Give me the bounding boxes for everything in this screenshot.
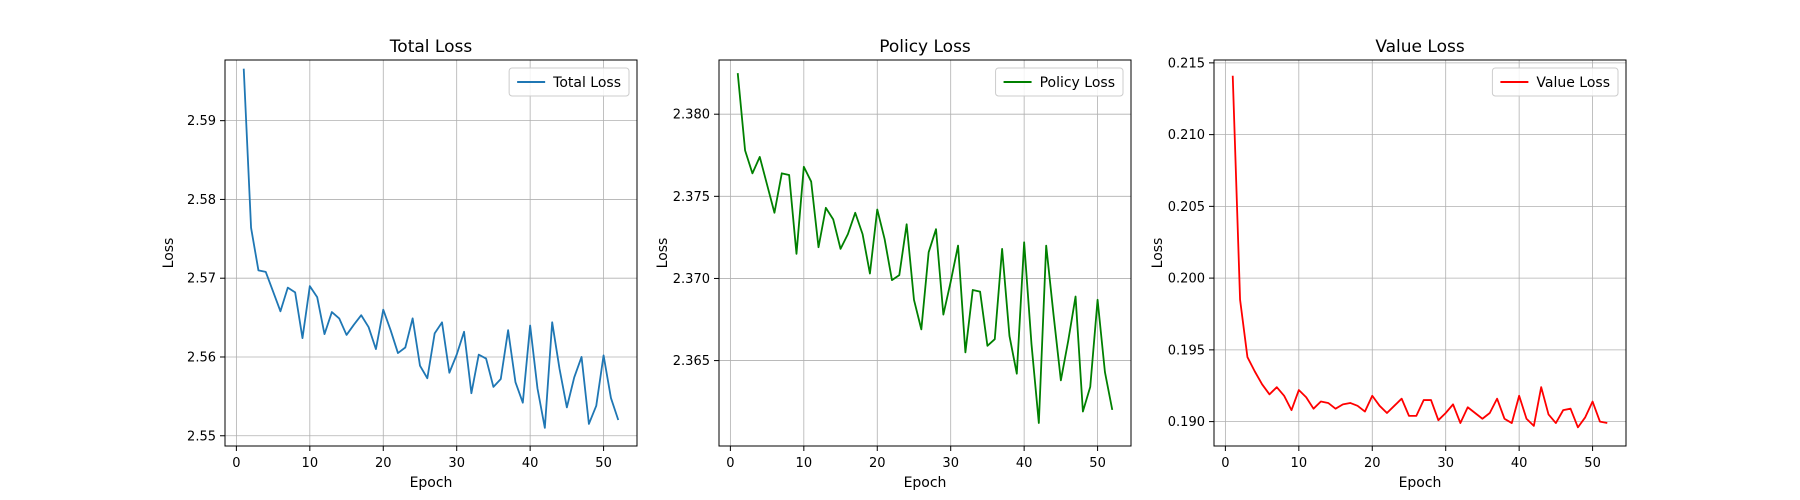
y-tick-label: 0.210 <box>1168 128 1205 143</box>
x-tick-label: 50 <box>1089 456 1106 471</box>
y-tick-label: 2.365 <box>673 354 710 369</box>
x-tick-label: 20 <box>375 456 392 471</box>
y-tick-label: 0.205 <box>1168 200 1205 215</box>
ticks-layer: 0 10 20 30 40 50 2.55 2.56 2.57 2.58 2.59 <box>187 114 612 471</box>
legend-box <box>1491 67 1619 97</box>
ticks-layer: 0 10 20 30 40 50 2.365 2.370 2.375 2.380 <box>673 108 1106 471</box>
x-tick-label: 30 <box>448 456 465 471</box>
chart-panel-value-loss: 0 10 20 30 40 50 0.190 0.195 0.200 0.205 0.210 0.21… <box>1150 37 1627 491</box>
x-tick-label: 10 <box>1291 456 1308 471</box>
legend-box <box>995 67 1124 97</box>
series-line <box>1231 75 1608 429</box>
x-axis-label: Epoch <box>904 475 947 491</box>
x-tick-label: 10 <box>796 456 813 471</box>
chart-title: Policy Loss <box>879 37 971 57</box>
x-tick-label: 20 <box>1364 456 1381 471</box>
chart-panel-policy-loss: 0 10 20 30 40 50 2.365 2.370 2.375 2.380 Policy L… <box>655 37 1132 491</box>
y-tick-label: 0.215 <box>1168 56 1205 71</box>
plot-layer <box>242 68 620 429</box>
y-tick-label: 2.56 <box>187 350 216 365</box>
x-tick-label: 40 <box>1016 456 1033 471</box>
y-tick-label: 2.57 <box>187 272 216 287</box>
x-tick-label: 0 <box>232 456 240 471</box>
grid-layer <box>1214 60 1626 446</box>
chart-title: Total Loss <box>389 37 473 57</box>
axes-frame <box>224 59 638 447</box>
y-tick-label: 2.58 <box>187 193 216 208</box>
legend-label: Policy Loss <box>1040 75 1115 91</box>
y-tick-label: 0.200 <box>1168 272 1205 287</box>
x-tick-label: 0 <box>1221 456 1229 471</box>
y-tick-label: 2.55 <box>187 429 216 444</box>
x-tick-label: 40 <box>1511 456 1528 471</box>
chart-title: Value Loss <box>1375 37 1465 57</box>
x-tick-label: 30 <box>1437 456 1454 471</box>
y-axis-label: Loss <box>655 238 671 269</box>
legend-label: Value Loss <box>1536 75 1610 91</box>
y-tick-label: 0.195 <box>1168 343 1205 358</box>
legend: Policy Loss <box>995 67 1124 97</box>
y-tick-label: 2.380 <box>673 108 710 123</box>
grid-layer <box>225 60 637 446</box>
series-line <box>736 73 1114 424</box>
legend-box <box>508 67 630 97</box>
y-axis-label: Loss <box>1150 238 1166 269</box>
x-tick-label: 40 <box>522 456 539 471</box>
plot-layer <box>1231 75 1608 429</box>
x-tick-label: 50 <box>1584 456 1601 471</box>
x-tick-label: 10 <box>302 456 319 471</box>
y-tick-label: 2.370 <box>673 272 710 287</box>
y-axis-label: Loss <box>161 238 177 269</box>
chart-panel-total-loss: 0 10 20 30 40 50 2.55 2.56 2.57 2.58 2.59 Total Lo… <box>161 37 638 491</box>
legend: Total Loss <box>508 67 630 97</box>
plot-layer <box>736 73 1114 424</box>
ticks-layer: 0 10 20 30 40 50 0.190 0.195 0.200 0.205 0.210 0.21… <box>1168 56 1601 471</box>
x-axis-label: Epoch <box>410 475 453 491</box>
x-tick-label: 0 <box>726 456 734 471</box>
y-tick-label: 2.59 <box>187 114 216 129</box>
legend: Value Loss <box>1491 67 1619 97</box>
x-axis-label: Epoch <box>1399 475 1442 491</box>
x-tick-label: 50 <box>595 456 612 471</box>
legend-label: Total Loss <box>552 75 621 91</box>
axes-frame <box>1213 59 1627 447</box>
series-line <box>242 68 620 429</box>
y-tick-label: 2.375 <box>673 190 710 205</box>
y-tick-label: 0.190 <box>1168 415 1205 430</box>
x-tick-label: 30 <box>942 456 959 471</box>
axes-frame <box>718 59 1132 447</box>
x-tick-label: 20 <box>869 456 886 471</box>
